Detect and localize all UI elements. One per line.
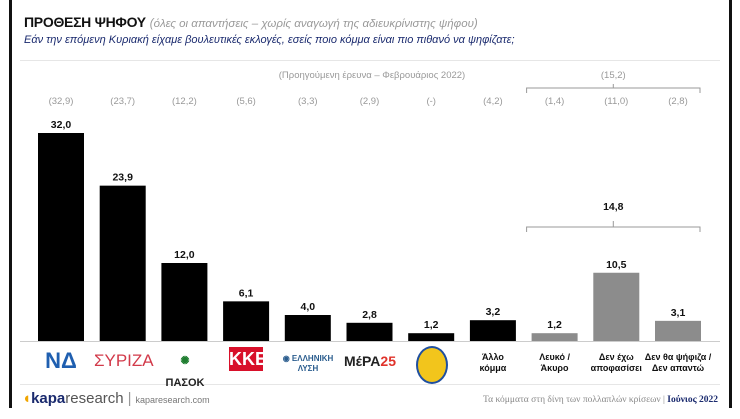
- subtitle: (όλες οι απαντήσεις – χωρίς αναγωγή της …: [149, 18, 478, 30]
- previous-value-label: (23,7): [110, 96, 135, 107]
- category-label: αποφασίσει: [591, 363, 643, 373]
- frame: [9, 0, 732, 408]
- question: Εάν την επόμενη Κυριακή είχαμε βουλευτικ…: [24, 34, 515, 46]
- nd-logo: ΝΔ: [45, 348, 77, 373]
- syriza-logo: ΣΥΡΙΖΑ: [94, 351, 154, 370]
- previous-value-label: (1,4): [545, 96, 565, 107]
- bar-value-label: 2,8: [362, 309, 377, 321]
- bar: [408, 333, 455, 341]
- category-label: Λευκό /: [539, 352, 570, 362]
- bar: [38, 133, 84, 341]
- kke-logo: ΚΚΕ: [229, 347, 268, 371]
- previous-value-label: (32,9): [49, 96, 74, 107]
- bar: [593, 272, 640, 341]
- group-bracket: [526, 221, 701, 232]
- page-title: ΠΡΟΘΕΣΗ ΨΗΦΟΥ (όλες οι απαντήσεις – χωρί…: [24, 14, 478, 30]
- bar: [346, 322, 393, 341]
- bar-value-label: 3,2: [486, 306, 501, 318]
- bar-value-label: 10,5: [606, 259, 627, 271]
- previous-value-label: (-): [426, 96, 436, 107]
- pasok-logo: ✺ ΠΑΣΟΚ: [165, 355, 205, 389]
- previous-group-total: (15,2): [601, 70, 626, 81]
- bar: [161, 263, 208, 341]
- bar-value-label: 12,0: [174, 249, 195, 261]
- footer-caption: Τα κόμματα στη δίνη των πολλαπλών κρίσεω…: [482, 395, 718, 405]
- baseline: [20, 341, 720, 342]
- divider: [20, 60, 720, 61]
- previous-value-label: (3,3): [298, 96, 318, 107]
- bar-value-label: 3,1: [671, 307, 686, 319]
- category-label: Δεν απαντώ: [652, 363, 705, 373]
- bar-value-label: 1,2: [424, 319, 439, 331]
- category-label: κόμμα: [480, 363, 507, 373]
- bar: [531, 333, 578, 341]
- footer-url[interactable]: kaparesearch.com: [135, 395, 210, 405]
- category-label: Άλλο: [482, 352, 504, 362]
- previous-value-label: (2,8): [668, 96, 688, 107]
- previous-value-label: (12,2): [172, 96, 197, 107]
- divider: [20, 384, 720, 385]
- bar: [284, 315, 331, 341]
- bar-value-label: 23,9: [112, 172, 133, 184]
- category-label: Άκυρο: [541, 363, 569, 373]
- bar: [469, 320, 516, 341]
- previous-value-label: (2,9): [360, 96, 380, 107]
- bar-value-label: 4,0: [300, 301, 315, 313]
- bar-value-label: 32,0: [51, 119, 72, 131]
- footer-brand: ◖kaparesearch | kaparesearch.com: [22, 390, 210, 407]
- bar-value-label: 6,1: [239, 287, 254, 299]
- category-label: Δεν θα ψήφιζα /: [645, 352, 712, 362]
- category-label: Δεν έχω: [599, 352, 634, 362]
- bar: [655, 320, 701, 341]
- bar: [223, 301, 270, 341]
- group-total: 14,8: [603, 201, 624, 213]
- bar: [99, 185, 146, 341]
- previous-value-label: (4,2): [483, 96, 503, 107]
- previous-value-label: (5,6): [236, 96, 256, 107]
- mera25-logo: ΜέΡΑ25: [344, 353, 396, 369]
- previous-survey-label: (Προηγούμενη έρευνα – Φεβρουάριος 2022): [279, 70, 465, 81]
- elliniki-lysi-logo: ◉ ΕΛΛΗΝΙΚΗ ΛΥΣΗ: [282, 354, 334, 373]
- previous-group-bracket: [526, 84, 701, 93]
- previous-value-label: (11,0): [604, 96, 628, 107]
- ellines-logo: [416, 346, 448, 384]
- bar-value-label: 1,2: [547, 319, 562, 331]
